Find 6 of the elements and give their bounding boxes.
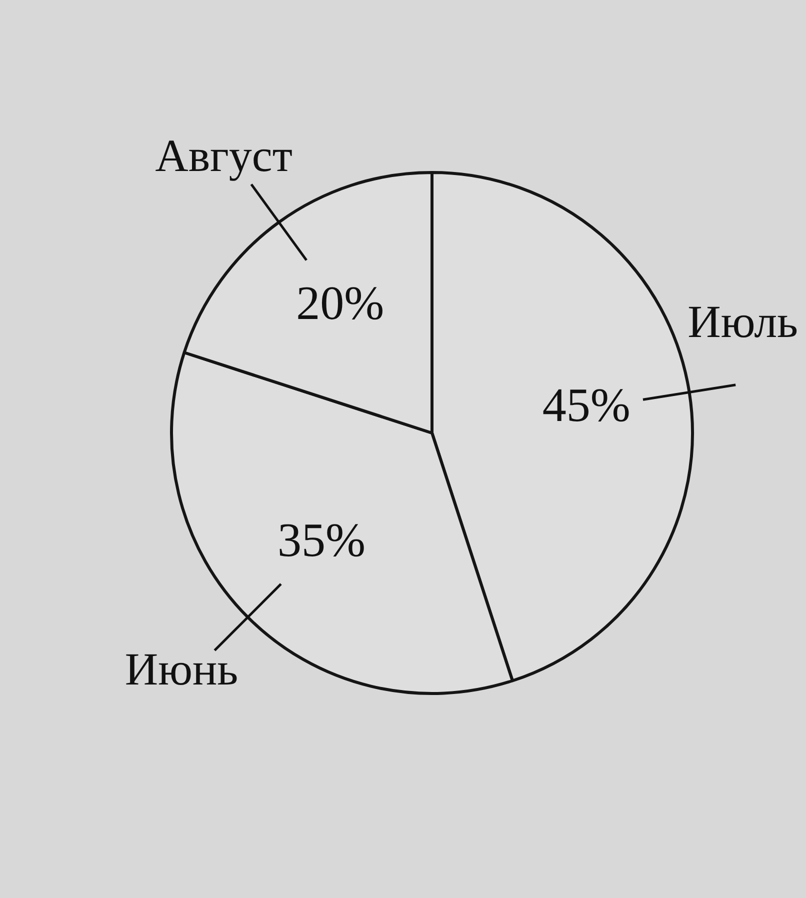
data-label: 45% [542,379,630,432]
data-label: 35% [277,514,366,568]
data-label: 20% [296,277,384,330]
slice-label: Июнь [124,644,238,695]
slice-label: Июль [688,296,798,348]
slice-label: Август [155,130,292,182]
